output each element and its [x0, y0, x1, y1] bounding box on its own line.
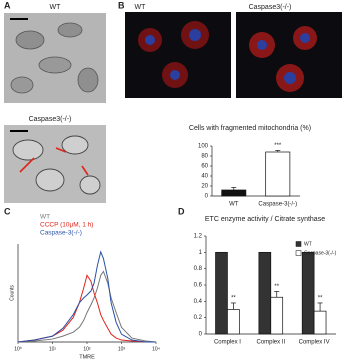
y-tick-label: 0 [205, 194, 209, 200]
y-tick-label: 0.8 [194, 266, 203, 272]
chart-title: Cells with fragmented mitochondria (%) [189, 125, 311, 132]
x-tick-label: Complex I [214, 340, 241, 346]
bar [227, 309, 240, 335]
data-line [17, 250, 156, 343]
x-tick-label: 10⁰ [14, 346, 22, 352]
panel-letter: D [178, 206, 185, 216]
y-tick-label: 60 [201, 164, 208, 170]
legend-label: WT [40, 214, 50, 221]
x-tick-label: Complex II [256, 340, 285, 346]
x-axis-label: TMRE [79, 354, 95, 360]
significance: ** [318, 296, 323, 302]
x-tick-label: 10³ [118, 346, 126, 352]
x-tick-label: Caspase-3(-/-) [258, 202, 297, 208]
panel-letter: A [4, 0, 11, 10]
image-label: Caspase3(-/-) [249, 4, 292, 11]
legend-label: CCCP (10μM, 1 h) [40, 222, 93, 229]
y-tick-label: 20 [201, 184, 208, 190]
y-tick-label: 0 [199, 332, 203, 338]
significance: ** [274, 284, 279, 290]
image-label: WT [135, 4, 147, 11]
bar [313, 310, 327, 335]
x-tick-label: Complex IV [299, 340, 330, 346]
data-line [17, 274, 156, 343]
em-image-caspase3 [4, 125, 106, 203]
y-tick-label: 0.4 [194, 299, 203, 305]
legend-label: Caspase-3(-/-) [40, 230, 82, 237]
data-line [17, 270, 157, 343]
y-tick-label: 0.6 [194, 283, 203, 289]
legend-label: WT [304, 241, 312, 247]
y-tick-label: 40 [201, 174, 208, 180]
image-label: Caspase3(-/-) [29, 116, 72, 123]
legend-swatch [295, 241, 302, 247]
panel-letter: B [118, 0, 125, 10]
bar [265, 151, 291, 197]
bar [221, 189, 247, 197]
chart-title: ETC enzyme activity / Citrate synthase [205, 216, 325, 223]
y-tick-label: 80 [201, 154, 208, 160]
y-tick-label: 1 [199, 250, 203, 256]
fluorescence-image-wt [125, 12, 231, 98]
em-image-wt [4, 13, 106, 103]
legend-swatch [295, 250, 302, 256]
panel-letter: C [4, 206, 11, 216]
x-tick-label: 10² [83, 346, 91, 352]
fluorescence-image-caspase3 [236, 12, 342, 98]
y-tick-label: 1.2 [194, 234, 203, 240]
image-label: WT [50, 4, 62, 11]
significance: *** [274, 143, 282, 149]
y-tick-label: 0.2 [194, 315, 203, 321]
significance: ** [231, 296, 236, 302]
y-axis-label: Counts [9, 285, 15, 301]
x-tick-label: WT [229, 202, 239, 208]
x-tick-label: 10¹ [49, 346, 57, 352]
legend-label: Caspase-3(-/-) [304, 250, 337, 256]
bar [301, 251, 315, 335]
bar [215, 251, 228, 335]
x-tick-label: 10⁴ [152, 346, 160, 352]
bar [270, 296, 284, 335]
bar [258, 251, 272, 335]
y-tick-label: 100 [198, 144, 209, 150]
